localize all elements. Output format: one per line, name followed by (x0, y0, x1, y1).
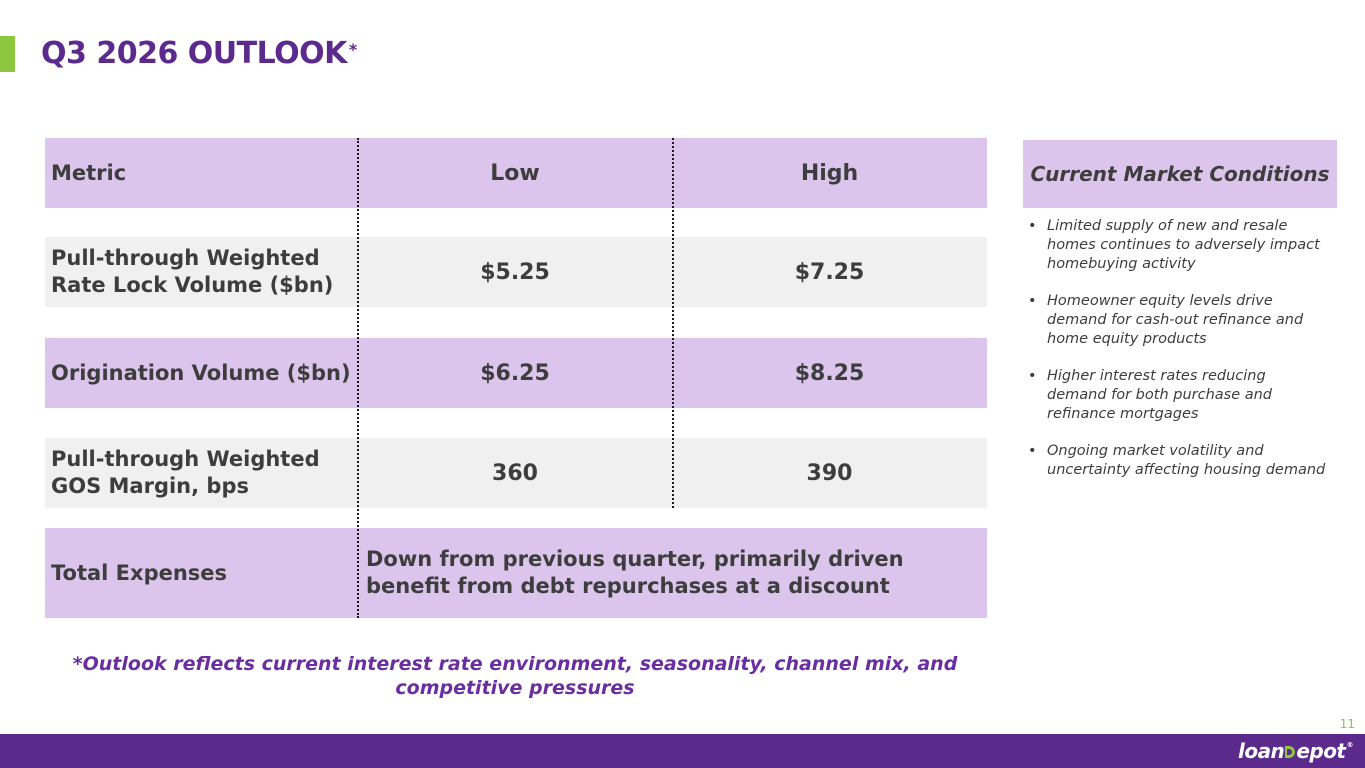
list-item: Higher interest rates reducing demand fo… (1028, 367, 1328, 424)
total-expenses-label: Total Expenses (45, 528, 358, 618)
page-title: Q3 2026 OUTLOOK * (41, 36, 357, 72)
header-metric: Metric (45, 138, 358, 208)
title-footnote-marker: * (348, 40, 357, 59)
logo-registered-mark: ® (1346, 741, 1354, 749)
row-low-value: $5.25 (358, 237, 672, 307)
title-accent-bar (0, 36, 15, 72)
column-divider-2 (672, 138, 674, 508)
page-title-text: Q3 2026 OUTLOOK (41, 36, 347, 71)
row-low-value: 360 (358, 438, 672, 508)
row-low-value: $6.25 (358, 338, 672, 408)
list-item: Ongoing market volatility and uncertaint… (1028, 442, 1328, 480)
list-item: Homeowner equity levels drive demand for… (1028, 292, 1328, 349)
footer-bar: loan epot ® (0, 734, 1365, 768)
table-row: Pull-through Weighted Rate Lock Volume (… (45, 237, 987, 307)
row-high-value: 390 (672, 438, 987, 508)
table-row: Pull-through Weighted GOS Margin, bps 36… (45, 438, 987, 508)
list-item: Limited supply of new and resale homes c… (1028, 217, 1328, 274)
table-row: Origination Volume ($bn) $6.25 $8.25 (45, 338, 987, 408)
market-conditions-header: Current Market Conditions (1023, 140, 1337, 208)
logo-d-mark-icon (1285, 746, 1296, 758)
row-metric-label: Origination Volume ($bn) (45, 338, 358, 408)
total-expenses-description: Down from previous quarter, primarily dr… (358, 528, 987, 618)
loandepot-logo: loan epot ® (1238, 737, 1353, 765)
outlook-footnote: *Outlook reflects current interest rate … (72, 653, 958, 699)
row-metric-label: Pull-through Weighted GOS Margin, bps (45, 438, 358, 508)
total-expenses-row: Total Expenses Down from previous quarte… (45, 528, 987, 618)
page-number: 11 (1339, 717, 1355, 731)
header-low: Low (358, 138, 672, 208)
table-header-row: Metric Low High (45, 138, 987, 208)
logo-text-right: epot (1296, 739, 1346, 763)
row-high-value: $7.25 (672, 237, 987, 307)
row-metric-label: Pull-through Weighted Rate Lock Volume (… (45, 237, 358, 307)
row-high-value: $8.25 (672, 338, 987, 408)
column-divider-1 (357, 138, 359, 618)
logo-text-left: loan (1237, 739, 1285, 763)
market-conditions-list: Limited supply of new and resale homes c… (1028, 217, 1328, 498)
header-high: High (672, 138, 987, 208)
